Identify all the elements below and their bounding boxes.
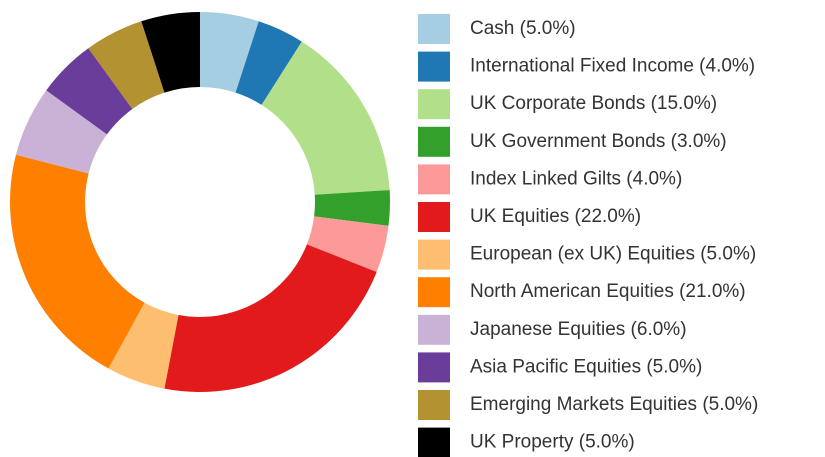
legend-swatch xyxy=(418,352,450,383)
legend-label: UK Government Bonds (3.0%) xyxy=(470,131,727,152)
legend-swatch xyxy=(418,427,450,457)
legend-label: Emerging Markets Equities (5.0%) xyxy=(470,394,758,415)
donut-slice xyxy=(235,21,302,105)
legend-label: UK Equities (22.0%) xyxy=(470,206,641,227)
donut-slice xyxy=(261,41,390,195)
legend-label: Japanese Equities (6.0%) xyxy=(470,319,687,340)
legend-label: International Fixed Income (4.0%) xyxy=(470,56,755,77)
legend-swatch xyxy=(418,314,450,345)
donut-slice xyxy=(306,216,389,272)
donut-slice xyxy=(164,244,377,392)
donut-slice xyxy=(88,21,165,109)
legend-swatch xyxy=(418,202,450,232)
legend-label: North American Equities (21.0%) xyxy=(470,281,746,302)
legend-swatch xyxy=(418,277,450,308)
donut-slice xyxy=(314,190,390,226)
legend-swatch xyxy=(418,51,450,82)
legend-swatch xyxy=(418,239,450,270)
legend-label: UK Corporate Bonds (15.0%) xyxy=(470,93,717,114)
legend-label: UK Property (5.0%) xyxy=(470,432,635,453)
donut-slice xyxy=(15,90,107,174)
legend-swatch xyxy=(418,89,450,120)
legend-swatch xyxy=(418,14,450,44)
donut-slice xyxy=(46,48,133,135)
donut-slice xyxy=(200,12,259,93)
legend-label: Index Linked Gilts (4.0%) xyxy=(470,168,682,189)
legend-swatch xyxy=(418,390,450,420)
donut-slice xyxy=(141,12,200,93)
legend-label: Cash (5.0%) xyxy=(470,18,576,39)
legend-swatch xyxy=(418,126,450,157)
legend-label: European (ex UK) Equities (5.0%) xyxy=(470,244,756,265)
legend-label: Asia Pacific Equities (5.0%) xyxy=(470,356,702,377)
donut-slice xyxy=(10,154,145,369)
donut-slice xyxy=(108,302,179,389)
legend-swatch xyxy=(418,164,450,195)
